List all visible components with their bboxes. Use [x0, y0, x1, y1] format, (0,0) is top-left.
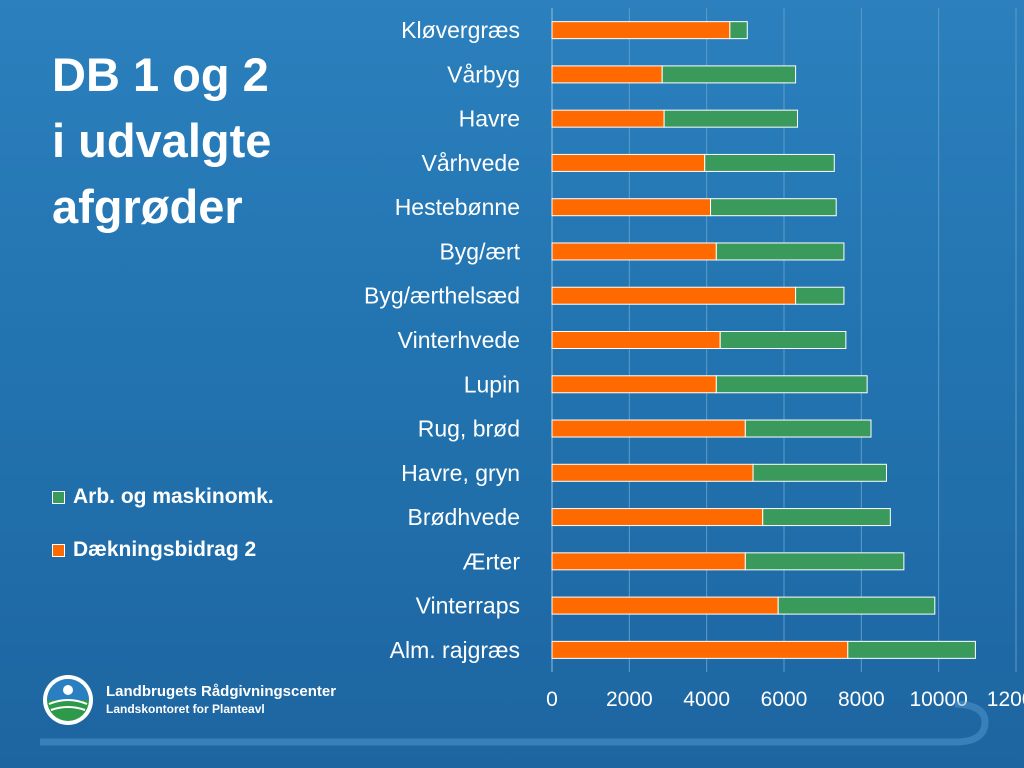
category-label-13: Vinterraps: [416, 593, 520, 619]
category-label-9: Rug, brød: [418, 416, 520, 442]
category-label-0: Kløvergræs: [401, 17, 520, 43]
org-name: Landbrugets Rådgivningscenter: [106, 683, 337, 700]
category-label-12: Ærter: [463, 548, 521, 574]
category-label-6: Byg/ærthelsæd: [364, 283, 520, 309]
logo-icon: [43, 675, 93, 725]
bar-db2-13: [551, 596, 779, 615]
bar-db2-0: [551, 21, 731, 40]
legend-item-db2: Dækningsbidrag 2: [52, 536, 274, 564]
tick-label-2: 4000: [683, 688, 730, 711]
bar-arb-1: [661, 65, 797, 84]
chart-legend: Arb. og maskinomk. Dækningsbidrag 2: [52, 483, 274, 589]
bar-arb-13: [777, 596, 936, 615]
bar-db2-3: [551, 153, 706, 172]
tick-label-3: 6000: [761, 688, 808, 711]
category-label-4: Hestebønne: [395, 194, 520, 220]
org-subtitle: Landskontoret for Planteavl: [106, 702, 265, 716]
bar-db2-6: [551, 286, 797, 305]
bar-arb-10: [752, 463, 887, 482]
bar-arb-8: [715, 375, 868, 394]
bar-arb-4: [710, 198, 837, 217]
category-label-8: Lupin: [464, 371, 520, 397]
category-label-10: Havre, gryn: [401, 460, 520, 486]
legend-item-arb: Arb. og maskinomk.: [52, 483, 274, 511]
title-line-1: DB 1 og 2: [52, 48, 269, 101]
organization-block: Landbrugets Rådgivningscenter Landskonto…: [106, 682, 336, 718]
bar-db2-4: [551, 198, 712, 217]
category-label-7: Vinterhvede: [398, 327, 520, 353]
bar-db2-14: [551, 640, 849, 659]
bar-db2-8: [551, 375, 717, 394]
bar-arb-3: [704, 153, 835, 172]
category-label-1: Vårbyg: [447, 61, 520, 87]
bar-db2-2: [551, 109, 665, 128]
bar-arb-2: [663, 109, 799, 128]
bar-arb-14: [847, 640, 976, 659]
bar-db2-9: [551, 419, 746, 438]
bar-arb-0: [729, 21, 748, 40]
tick-label-5: 10000: [909, 688, 967, 711]
bar-arb-11: [762, 508, 891, 527]
legend-label-arb: Arb. og maskinomk.: [73, 485, 274, 508]
legend-swatch-orange: [52, 543, 65, 557]
bar-arb-12: [744, 552, 905, 571]
legend-label-db2: Dækningsbidrag 2: [73, 538, 257, 561]
bar-arb-5: [715, 242, 845, 261]
bar-arb-7: [719, 331, 847, 349]
tick-label-6: 12000: [987, 688, 1024, 711]
bar-arb-6: [795, 286, 845, 305]
bar-db2-1: [551, 65, 663, 84]
tick-label-4: 8000: [838, 688, 885, 711]
tick-label-1: 2000: [606, 688, 653, 711]
bar-arb-9: [744, 419, 872, 438]
bar-db2-10: [551, 463, 754, 482]
bar-db2-12: [551, 552, 746, 571]
title-line-2: i udvalgte: [52, 114, 272, 167]
bar-db2-7: [551, 331, 721, 349]
category-label-11: Brødhvede: [407, 504, 520, 530]
category-label-2: Havre: [459, 106, 520, 132]
legend-swatch-green: [52, 490, 65, 504]
bar-db2-11: [551, 508, 764, 527]
category-label-3: Vårhvede: [422, 150, 520, 176]
bar-db2-5: [551, 242, 717, 261]
slide-title: DB 1 og 2 i udvalgte afgrøder: [52, 42, 271, 240]
title-line-3: afgrøder: [52, 180, 243, 233]
category-label-14: Alm. rajgræs: [390, 637, 520, 663]
category-label-5: Byg/ært: [439, 238, 520, 264]
tick-label-0: 0: [546, 688, 558, 711]
